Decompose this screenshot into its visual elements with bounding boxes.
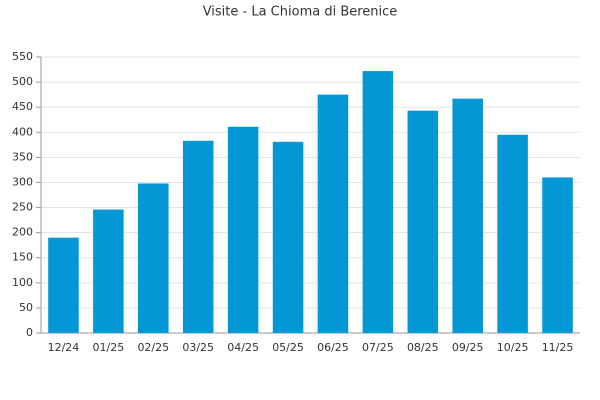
- y-tick-label: 100: [12, 276, 33, 289]
- bar: [542, 177, 573, 333]
- y-tick-label: 250: [12, 201, 33, 214]
- bar: [182, 140, 214, 333]
- y-tick-label: 200: [12, 226, 33, 239]
- x-tick-label: 03/25: [182, 341, 214, 354]
- x-tick-label: 07/25: [362, 341, 394, 354]
- x-tick-label: 05/25: [272, 341, 304, 354]
- y-tick-label: 150: [12, 251, 33, 264]
- bar: [497, 134, 528, 333]
- bar: [227, 126, 259, 334]
- y-tick-label: 550: [12, 50, 33, 63]
- y-tick-label: 400: [12, 125, 33, 138]
- x-tick-label: 11/25: [542, 341, 574, 354]
- y-tick-label: 0: [26, 326, 33, 339]
- y-tick-label: 50: [19, 301, 33, 314]
- bar: [272, 141, 304, 333]
- bar: [362, 71, 394, 334]
- bar: [138, 183, 169, 333]
- bar: [452, 98, 483, 333]
- bar: [407, 110, 439, 333]
- y-tick-label: 450: [12, 100, 33, 113]
- y-tick-label: 350: [12, 150, 33, 163]
- x-tick-label: 01/25: [93, 341, 125, 354]
- x-tick-label: 09/25: [452, 341, 484, 354]
- chart-title: Visite - La Chioma di Berenice: [203, 5, 398, 20]
- x-tick-label: 02/25: [137, 341, 169, 354]
- y-tick-label: 500: [12, 75, 33, 88]
- y-tick-label: 300: [12, 175, 33, 188]
- x-tick-label: 08/25: [407, 341, 439, 354]
- x-tick-label: 10/25: [497, 341, 529, 354]
- bar: [317, 94, 349, 334]
- x-tick-label: 04/25: [227, 341, 259, 354]
- x-tick-label: 06/25: [317, 341, 349, 354]
- bar: [48, 237, 79, 333]
- bar: [93, 209, 124, 333]
- x-tick-label: 12/24: [48, 341, 80, 354]
